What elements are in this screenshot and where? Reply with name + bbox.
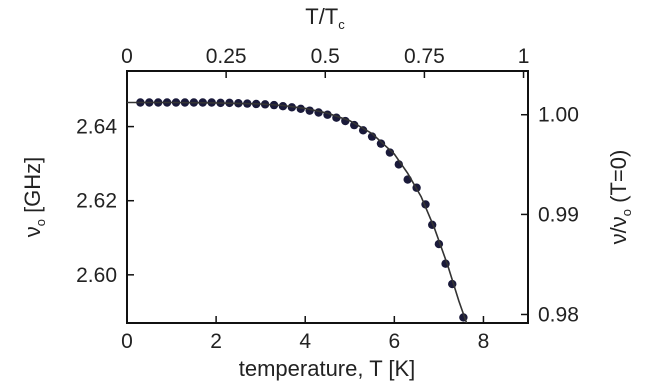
y-tick-label: 2.62 xyxy=(76,190,117,213)
x-tick-label: 6 xyxy=(388,330,400,353)
x2-axis-title: T/Tc xyxy=(305,4,345,32)
data-point xyxy=(385,148,395,157)
data-point xyxy=(358,126,368,135)
data-point xyxy=(350,120,359,130)
y2-tick-label: 1.00 xyxy=(538,104,579,127)
x2-tick-label: 1 xyxy=(518,45,530,68)
fit-curve xyxy=(127,101,468,323)
x-axis-title: temperature, T [K] xyxy=(239,356,416,381)
tick-marks xyxy=(126,71,528,323)
x2-tick-label: 0.5 xyxy=(311,45,340,68)
data-point xyxy=(296,104,305,114)
y2-axis-title: ν/νo (T=0) xyxy=(606,150,634,245)
y-tick-label: 2.64 xyxy=(76,116,117,139)
y2-tick-label: 0.98 xyxy=(538,303,579,326)
x-tick-label: 4 xyxy=(299,330,311,353)
x2-tick-label: 0.25 xyxy=(206,45,247,68)
y-axis-title: νo [GHz] xyxy=(20,157,48,238)
x-tick-label: 0 xyxy=(121,330,133,353)
x2-tick-label: 0.75 xyxy=(404,45,445,68)
tick-labels: 0 2 4 6 8 0 0.25 0.5 0.75 1 2.60 2.62 2.64 0.98 0.99 1.… xyxy=(76,45,579,353)
series-group xyxy=(127,98,468,323)
plot-area-frame xyxy=(126,70,529,324)
x2-tick-label: 0 xyxy=(121,45,133,68)
y2-tick-label: 0.99 xyxy=(538,203,579,226)
data-point xyxy=(376,139,386,148)
x-tick-label: 8 xyxy=(478,330,490,353)
y-tick-label: 2.60 xyxy=(76,264,117,287)
x-tick-label: 2 xyxy=(210,330,222,353)
